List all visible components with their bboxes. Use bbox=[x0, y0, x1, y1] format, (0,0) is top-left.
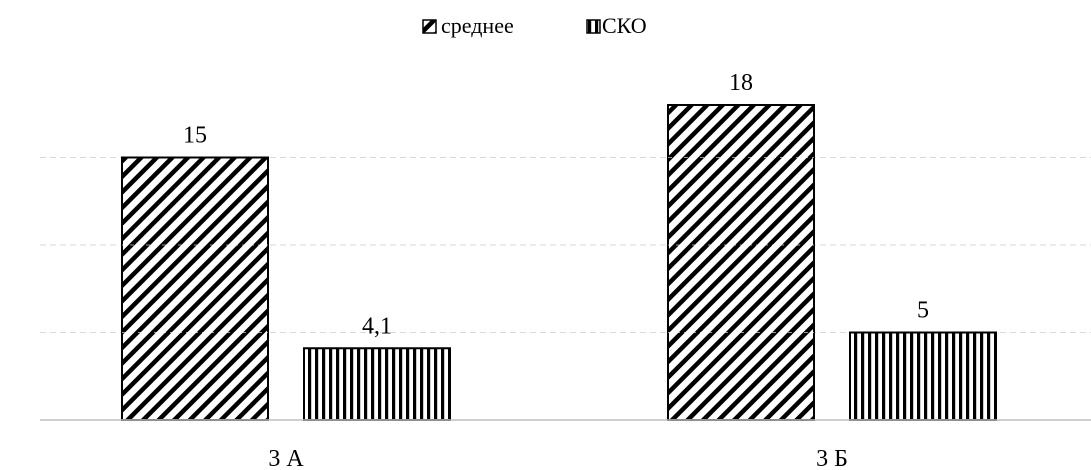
data-label-series-0-cat-1: 18 bbox=[729, 70, 753, 96]
bar-series-0-cat-0 bbox=[121, 156, 269, 421]
bar-series-0-cat-1 bbox=[667, 104, 815, 421]
bar-series-1-cat-0 bbox=[303, 347, 451, 421]
bar-series-1-cat-1 bbox=[849, 331, 997, 421]
legend-swatch-series-0 bbox=[422, 19, 437, 34]
legend-swatch-series-1 bbox=[586, 19, 601, 34]
data-label-series-1-cat-1: 5 bbox=[917, 298, 929, 324]
data-label-series-0-cat-0: 15 bbox=[183, 123, 207, 149]
legend-label-series-0: среднее bbox=[441, 13, 514, 38]
legend-label-series-1: СКО bbox=[602, 13, 647, 38]
data-label-series-1-cat-0: 4,1 bbox=[362, 313, 392, 339]
category-label-0: 3 А bbox=[268, 446, 304, 470]
legend: среднее СКО bbox=[422, 13, 647, 38]
data-labels: 15 18 4,1 5 bbox=[183, 70, 929, 339]
bars bbox=[121, 104, 997, 421]
category-label-1: 3 Б bbox=[816, 446, 848, 470]
category-labels: 3 А 3 Б bbox=[268, 446, 848, 470]
